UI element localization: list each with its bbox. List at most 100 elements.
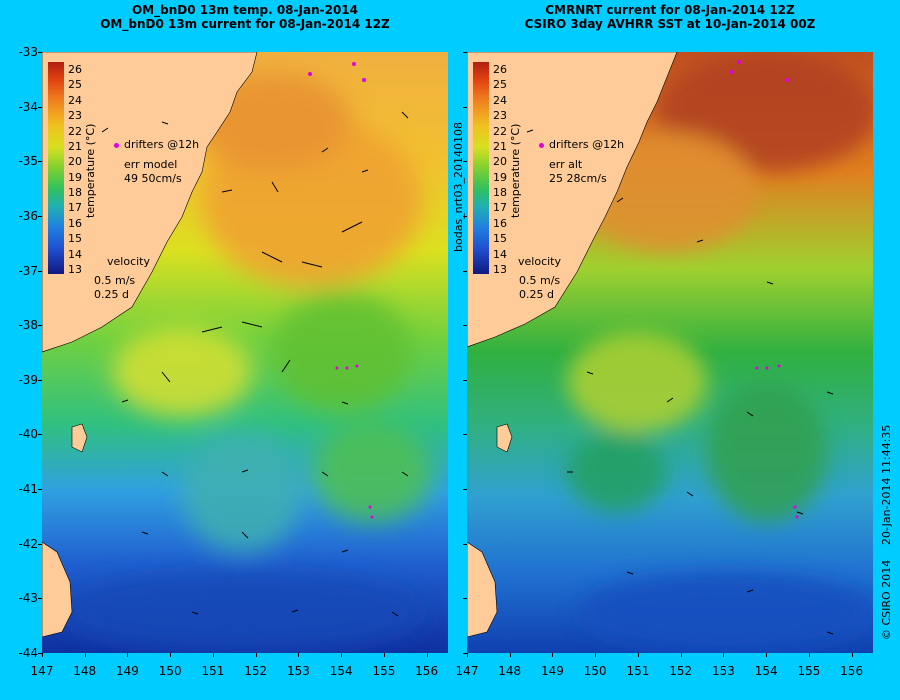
colorbar-label: 22 [68,124,82,138]
left-err-value: 49 50cm/s [124,172,182,185]
y-tick-mark [463,598,467,600]
x-tick-mark [298,653,300,657]
colorbar-label: 16 [493,216,507,230]
right-err-label: err alt [549,158,583,171]
colorbar-label: 20 [493,155,507,169]
x-tick-mark [212,653,214,657]
colorbar-label: 25 [493,78,507,92]
y-tick-mark [38,270,42,272]
colorbar-label: 19 [493,170,507,184]
x-tick-label: 150 [583,664,607,678]
left-velocity-speed: 0.5 m/s [94,274,136,287]
y-tick-label: -40 [18,427,38,442]
colorbar-label: 13 [493,263,507,276]
colorbar-label: 21 [68,139,82,153]
colorbar-label: 23 [68,109,82,123]
y-tick-mark [38,543,42,545]
left-title-line1: OM_bnD0 13m temp. 08-Jan-2014 [131,3,358,17]
colorbar-label: 22 [493,124,507,138]
right-panel-title: CMRNRT current for 08-Jan-2014 12Z CSIRO… [467,3,873,31]
left-velocity-label: velocity [107,255,150,268]
left-panel-title: OM_bnD0 13m temp. 08-Jan-2014 OM_bnD0 13… [42,3,448,31]
x-tick-label: 149 [116,664,139,678]
right-title-line2: CSIRO 3day AVHRR SST at 10-Jan-2014 00Z [524,17,816,31]
colorbar-label: 14 [493,247,507,261]
y-tick-mark [463,161,467,163]
x-tick-label: 151 [626,664,650,678]
x-tick-mark [467,653,468,657]
x-tick-mark [851,653,853,657]
x-tick-label: 149 [541,664,564,678]
x-tick-label: 156 [415,664,439,678]
drifter-icon [539,142,544,148]
y-tick-mark [463,379,467,381]
colorbar-label: 24 [493,93,507,107]
colorbar-label: 18 [493,186,507,200]
timestamp-text: 20-Jan-2014 11:44:35 [880,424,893,545]
colorbar-label: 21 [493,139,507,153]
right-colorbar-title: temperature (°C) [509,123,522,218]
left-drifters-legend: drifters @12h [114,138,199,151]
y-tick-mark [463,270,467,272]
copyright-text: © CSIRO 2014 [880,559,893,640]
y-tick-mark [38,653,42,654]
colorbar-label: 14 [68,247,82,261]
y-tick-mark [38,489,42,491]
y-tick-mark [38,52,42,53]
y-tick-label: -39 [18,372,38,387]
colorbar-label: 15 [68,232,82,246]
left-err-label: err model [124,158,178,171]
y-tick-label: -41 [18,482,38,497]
x-tick-mark [680,653,682,657]
x-tick-label: 153 [711,664,735,678]
right-drifters-legend: drifters @12h [539,138,624,151]
y-tick-mark [38,215,42,217]
colorbar-label: 23 [493,109,507,123]
x-tick-label: 154 [754,664,778,678]
y-tick-label: -43 [18,591,38,606]
right-sst-map [467,52,873,653]
y-tick-mark [38,598,42,600]
x-tick-mark [426,653,428,657]
x-tick-mark [509,653,511,657]
left-colorbar-title: temperature (°C) [84,123,97,218]
x-tick-mark [808,653,810,657]
right-drifters-text: drifters @12h [549,138,625,151]
x-tick-label: 147 [455,664,479,678]
colorbar-label: 26 [68,63,82,76]
right-velocity-speed: 0.5 m/s [519,274,561,287]
x-tick-label: 150 [158,664,182,678]
y-tick-mark [463,215,467,217]
right-velocity-time: 0.25 d [519,288,554,301]
x-tick-mark [255,653,257,657]
right-colorbar [473,62,489,274]
y-tick-label: -34 [18,99,38,114]
colorbar-label: 17 [68,201,82,215]
x-tick-label: 151 [201,664,225,678]
x-tick-mark [766,653,768,657]
y-tick-mark [463,489,467,491]
x-tick-label: 154 [329,664,353,678]
y-tick-label: -44 [18,646,38,660]
x-tick-label: 152 [244,664,268,678]
left-colorbar [48,62,64,274]
x-tick-label: 147 [30,664,54,678]
right-title-line1: CMRNRT current for 08-Jan-2014 12Z [545,3,795,17]
x-tick-label: 155 [372,664,396,678]
colorbar-label: 17 [493,201,507,215]
x-tick-mark [552,653,554,657]
y-tick-mark [38,161,42,163]
y-tick-label: -37 [18,263,38,278]
y-tick-label: -36 [18,208,38,223]
x-tick-mark [341,653,343,657]
left-title-line2: OM_bnD0 13m current for 08-Jan-2014 12Z [100,17,390,31]
y-tick-mark [38,434,42,436]
y-tick-mark [463,325,467,327]
colorbar-label: 26 [493,63,507,76]
right-err-value: 25 28cm/s [549,172,607,185]
colorbar-label: 13 [68,263,82,276]
x-tick-label: 148 [73,664,97,678]
drifter-icon [114,142,119,148]
colorbar-label: 16 [68,216,82,230]
y-tick-mark [463,653,467,654]
